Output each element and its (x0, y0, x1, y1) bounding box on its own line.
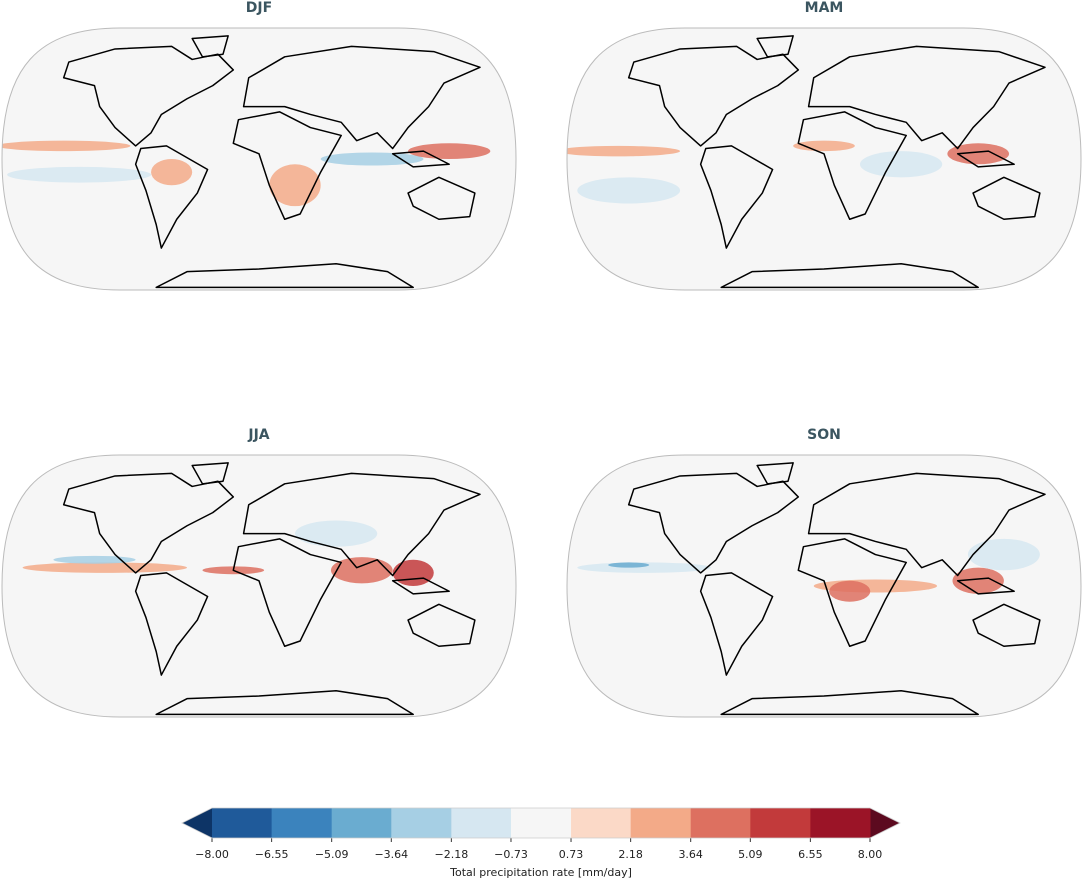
coastline (699, 572, 774, 676)
anomaly-patch (1, 140, 131, 152)
coastline (627, 472, 800, 574)
colorbar-tick-label: −2.18 (434, 848, 468, 861)
colorbar-bin (331, 808, 392, 838)
anomaly-patch (269, 164, 321, 207)
colorbar-frame (181, 807, 901, 839)
map-outline (1, 27, 517, 291)
panel-title: DJF (246, 0, 272, 16)
coastline (134, 145, 209, 249)
colorbar-over (870, 808, 900, 838)
coastline (797, 111, 907, 221)
coastline (807, 472, 1046, 577)
colorbar-bin (510, 808, 572, 838)
anomaly-patch (947, 143, 1010, 165)
coastline (242, 472, 481, 577)
anomaly-patch (608, 562, 650, 568)
colorbar-bin (391, 808, 452, 838)
anomaly-patch (859, 151, 943, 178)
panel-title: JJA (247, 427, 269, 443)
coastline (720, 263, 979, 289)
colorbar-bin (451, 808, 512, 838)
colorbar-tick-label: −0.73 (494, 848, 528, 861)
anomaly-patch (151, 159, 193, 186)
map-outline (566, 454, 1082, 718)
coastline (391, 150, 450, 168)
coastline (797, 538, 907, 648)
coastline (62, 45, 235, 147)
colorbar-tick-label: 2.18 (618, 848, 643, 861)
anomaly-patch (22, 562, 188, 573)
anomaly-patch (577, 177, 681, 204)
map-field (567, 35, 1046, 289)
coastline (232, 111, 342, 221)
colorbar-tick-label: 6.55 (798, 848, 823, 861)
anomaly-patch (793, 140, 855, 152)
colorbar-bin (571, 808, 632, 838)
colorbar-tick-label: −5.09 (315, 848, 349, 861)
coastline (407, 603, 476, 648)
panel-title: MAM (805, 0, 844, 16)
map-background (1, 455, 516, 717)
colorbar-bin (690, 808, 751, 838)
colorbar-under (182, 808, 212, 838)
coastline (407, 176, 476, 221)
map-field (22, 462, 481, 716)
colorbar-bin (271, 808, 333, 838)
coastline (972, 603, 1041, 648)
anomaly-patch (392, 559, 434, 587)
anomaly-patch (567, 145, 681, 157)
coastline (956, 150, 1015, 168)
map-panel (566, 27, 1082, 291)
coastline (62, 472, 235, 574)
coastline (191, 35, 229, 58)
coastline (756, 462, 794, 485)
anomaly-patch (294, 520, 378, 547)
map-background (567, 28, 1081, 290)
map-panel (566, 454, 1082, 718)
coastline (134, 572, 209, 676)
colorbar-bin (630, 808, 692, 838)
colorbar-tick-label: 8.00 (858, 848, 883, 861)
coastline (807, 45, 1046, 150)
anomaly-patch (7, 166, 152, 183)
colorbar-bin (750, 808, 811, 838)
map-outline (1, 454, 517, 718)
map-panel (1, 27, 517, 291)
anomaly-patch (967, 538, 1040, 571)
coastline (155, 690, 414, 716)
coastline (756, 35, 794, 58)
coastline (155, 263, 414, 289)
coastline (627, 45, 800, 147)
colorbar-tick-label: −8.00 (195, 848, 229, 861)
panel-title: SON (807, 427, 841, 443)
coastline (191, 462, 229, 485)
map-background (1, 28, 516, 290)
anomaly-patch (320, 152, 424, 166)
coastline (720, 690, 979, 716)
coastline (699, 145, 774, 249)
colorbar-tick-label: 5.09 (738, 848, 763, 861)
colorbar-label: Total precipitation rate [mm/day] (449, 866, 632, 879)
coastline (242, 45, 481, 150)
anomaly-patch (53, 555, 136, 564)
coastline (972, 176, 1041, 221)
colorbar-tick-label: 3.64 (678, 848, 703, 861)
colorbar-tick-label: −3.64 (374, 848, 408, 861)
colorbar-bin (212, 808, 273, 838)
colorbar-bin (810, 808, 871, 838)
coastline (391, 577, 450, 595)
map-field (577, 462, 1046, 716)
anomaly-patch (408, 143, 491, 159)
colorbar-tick-label: −6.55 (255, 848, 289, 861)
coastline (956, 577, 1015, 595)
anomaly-patch (952, 567, 1004, 594)
map-outline (566, 27, 1082, 291)
coastline (232, 538, 342, 648)
anomaly-patch (829, 580, 871, 602)
anomaly-patch (330, 557, 393, 584)
map-panel (1, 454, 517, 718)
colorbar-tick-label: 0.73 (559, 848, 584, 861)
map-field (1, 35, 491, 289)
